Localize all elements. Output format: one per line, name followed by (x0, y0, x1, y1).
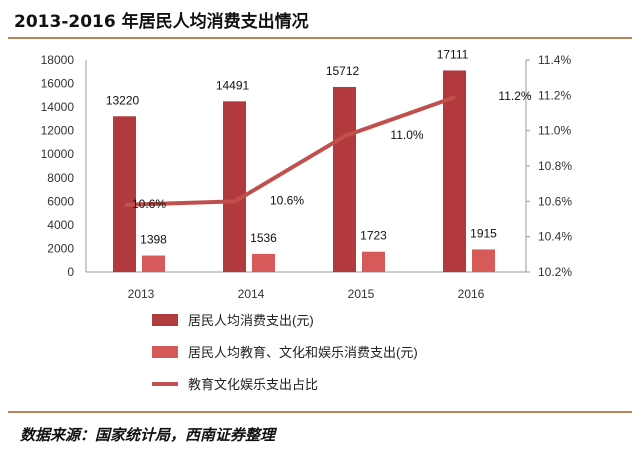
right-tick-label: 10.8% (538, 159, 572, 173)
right-tick-label: 11.0% (538, 124, 571, 138)
legend-swatch-bar (152, 346, 178, 358)
left-tick-label: 6000 (47, 194, 74, 208)
left-tick-label: 18000 (41, 53, 75, 67)
bottom-divider (8, 411, 632, 413)
ratio-label: 10.6% (132, 197, 166, 211)
left-tick-label: 8000 (47, 171, 74, 185)
bar-consumption-label: 13220 (106, 93, 140, 107)
chart-title: 2013-2016 年居民人均消费支出情况 (14, 12, 309, 32)
left-tick-label: 0 (67, 265, 74, 279)
bar-education-label: 1398 (140, 233, 167, 247)
bar-consumption-label: 14491 (216, 78, 250, 92)
legend-swatch-bar (152, 314, 178, 326)
bar-education-2016 (472, 249, 495, 272)
bar-consumption-2013 (113, 116, 136, 272)
bar-education-2014 (252, 253, 275, 272)
right-tick-label: 11.4% (538, 53, 571, 67)
left-tick-label: 2000 (47, 241, 74, 255)
legend-label: 居民人均教育、文化和娱乐消费支出(元) (188, 345, 418, 360)
left-tick-label: 10000 (41, 147, 75, 161)
bar-consumption-label: 15712 (326, 64, 360, 78)
ratio-label: 11.0% (390, 128, 423, 142)
left-tick-label: 14000 (41, 100, 75, 114)
ratio-label: 11.2% (498, 89, 531, 103)
right-tick-label: 10.4% (538, 230, 572, 244)
x-tick-label: 2015 (348, 287, 375, 301)
legend-label: 居民人均消费支出(元) (188, 313, 314, 328)
bar-education-2013 (142, 255, 165, 272)
bar-consumption-2016 (443, 70, 466, 272)
legend-label: 教育文化娱乐支出占比 (188, 377, 318, 392)
top-divider (8, 37, 632, 39)
bar-education-label: 1723 (360, 229, 387, 243)
x-tick-label: 2016 (458, 287, 485, 301)
left-tick-label: 4000 (47, 218, 74, 232)
ratio-label: 10.6% (270, 193, 304, 207)
bar-education-label: 1536 (250, 231, 277, 245)
left-tick-label: 12000 (41, 124, 75, 138)
bar-consumption-label: 17111 (437, 47, 469, 61)
bar-consumption-2015 (333, 86, 356, 272)
bar-consumption-2014 (223, 101, 246, 273)
source-note: 数据来源：国家统计局，西南证券整理 (20, 426, 276, 444)
chart: 0 2000 4000 6000 8000 10000 12000 14000 16000 180… (41, 47, 573, 392)
bar-education-label: 1915 (470, 226, 497, 240)
right-tick-label: 10.2% (538, 265, 572, 279)
right-tick-label: 10.6% (538, 194, 572, 208)
right-tick-label: 11.2% (538, 88, 571, 102)
bar-education-2015 (362, 251, 385, 272)
ratio-line (124, 95, 456, 207)
x-tick-label: 2013 (128, 287, 155, 301)
x-tick-label: 2014 (238, 287, 265, 301)
left-tick-label: 16000 (41, 77, 75, 91)
